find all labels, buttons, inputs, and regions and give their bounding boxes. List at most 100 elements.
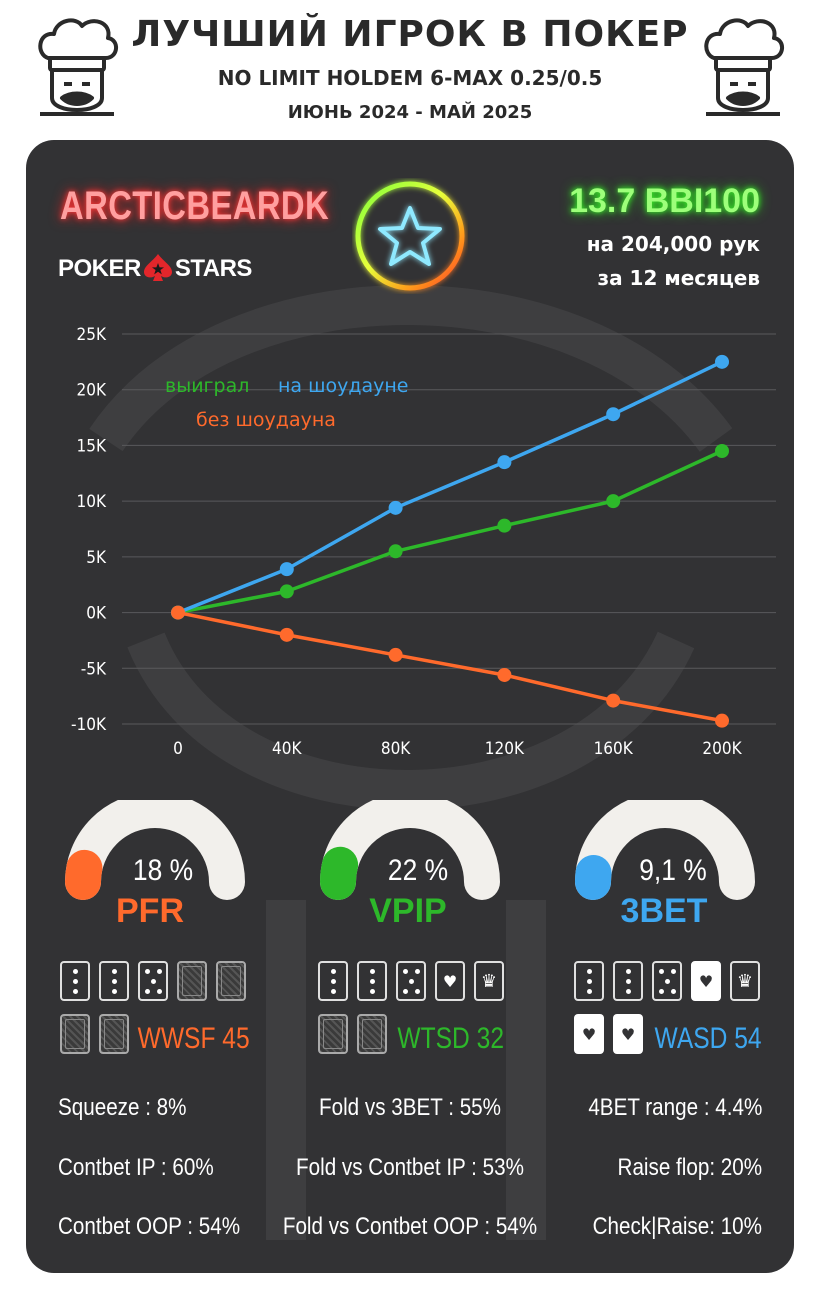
card-back-icon [357,1014,387,1054]
gauge-fill [575,854,612,900]
heart-card-icon: ♥ [435,961,465,1001]
legend-entry: выиграл [165,375,249,397]
gauge-3bet [575,800,755,900]
card-pip [587,969,592,974]
crown-card-icon: ♛ [474,961,504,1001]
page-title: ЛУЧШИЙ ИГРОК В ПОКЕР [131,14,689,55]
card-stat-label: WTSD 32 [397,1022,504,1055]
crown-icon: ♛ [480,970,498,992]
playing-card-icon [613,961,643,1001]
card-pip [112,989,117,994]
heart-icon: ♥ [581,1024,597,1044]
data-point [497,518,512,533]
data-point [715,713,729,728]
y-tick-label: 20K [77,381,107,401]
legend-entry: без шоудауна [196,409,336,431]
chef-king-icon [704,18,784,116]
data-point [388,544,403,559]
playing-card-icon [396,961,426,1001]
stat-fold-vs-contbet-oop: Fold vs Contbet OOP : 54% [282,1213,538,1240]
heart-card-icon: ♥ [613,1014,643,1054]
card-pip [331,969,336,974]
gauge-fill [65,849,103,900]
card-pip [73,969,78,974]
card-pip [73,979,78,984]
chart-gridlines [122,333,776,725]
stat-4bet-range: 4BET range : 4.4% [587,1094,762,1121]
chef-king-icon [38,18,118,116]
card-pip [370,979,375,984]
x-tick-label: 0 [173,739,183,759]
card-pip [331,979,336,984]
card-pip [626,979,631,984]
gauge-track [575,800,755,900]
card-pip [112,969,117,974]
card-back-icon [99,1014,129,1054]
x-tick-label: 80K [381,739,411,759]
gauge-pfr [65,800,245,900]
data-point [279,562,294,577]
card-stat-label: WASD 54 [654,1022,762,1055]
card-back-icon [216,961,246,1001]
gauge-label: 3BET [620,892,708,930]
heart-card-icon: ♥ [691,961,721,1001]
site-name-right: STARS [174,255,253,282]
playing-card-icon [60,961,90,1001]
playing-card-icon [99,961,129,1001]
gauge-fill [320,846,359,900]
playing-card-icon [138,961,168,1001]
stat-contbet-oop: Contbet OOP : 54% [58,1213,241,1240]
card-pip [157,969,162,974]
page-subtitle: NO LIMIT HOLDEM 6-MAX 0.25/0.5 [217,66,603,90]
data-point [388,647,403,662]
stat-check-raise: Check|Raise: 10% [592,1213,762,1240]
chart-legend: выиграл на шоудауне без шоудауна [165,375,409,431]
y-tick-label: 15K [77,436,107,456]
card-pip [587,979,592,984]
heart-icon: ♥ [698,971,714,991]
card-back-icon [318,1014,348,1054]
crown-card-icon: ♛ [730,961,760,1001]
x-tick-label: 120K [485,739,525,759]
crown-icon: ♛ [736,970,754,992]
y-tick-label: 5K [86,548,107,568]
card-pip [665,979,670,984]
chart-y-axis: 25K 20K 15K 10K 5K 0K -5K -10K [71,325,107,735]
heart-icon: ♥ [620,1024,636,1044]
star-badge-icon [355,181,465,291]
card-pip [331,989,336,994]
data-point [279,584,294,599]
playing-card-icon [357,961,387,1001]
series-line [177,449,723,615]
card-pip [626,969,631,974]
data-point [606,693,621,708]
stat-raise-flop: Raise flop: 20% [617,1154,762,1181]
data-point [715,354,729,369]
card-pip [145,989,150,994]
data-point [171,605,185,620]
card-pip [403,969,408,974]
card-back-icon [177,961,207,1001]
card-stat-label: WWSF 45 [137,1022,250,1055]
card-pip [145,969,150,974]
data-point [279,627,294,642]
data-point [497,667,512,682]
gauge-value: 22 % [387,854,449,887]
card-pip [671,969,676,974]
chart-x-axis: 0 40K 80K 120K 160K 200K [173,739,742,759]
gauge-label: VPIP [369,892,447,930]
data-point [715,444,729,458]
y-tick-label: 25K [77,325,107,345]
data-point [606,494,621,509]
chart-series [171,354,729,728]
site-name-left: POKER [58,255,141,282]
data-point [497,455,512,470]
y-tick-label: 10K [77,492,107,512]
card-back-icon [60,1014,90,1054]
gauge-track [65,800,245,900]
pokerstars-spade-icon [143,254,172,281]
card-pip [112,979,117,984]
months-count: за 12 месяцев [597,266,760,290]
series-line [177,610,723,723]
card-pip [587,989,592,994]
